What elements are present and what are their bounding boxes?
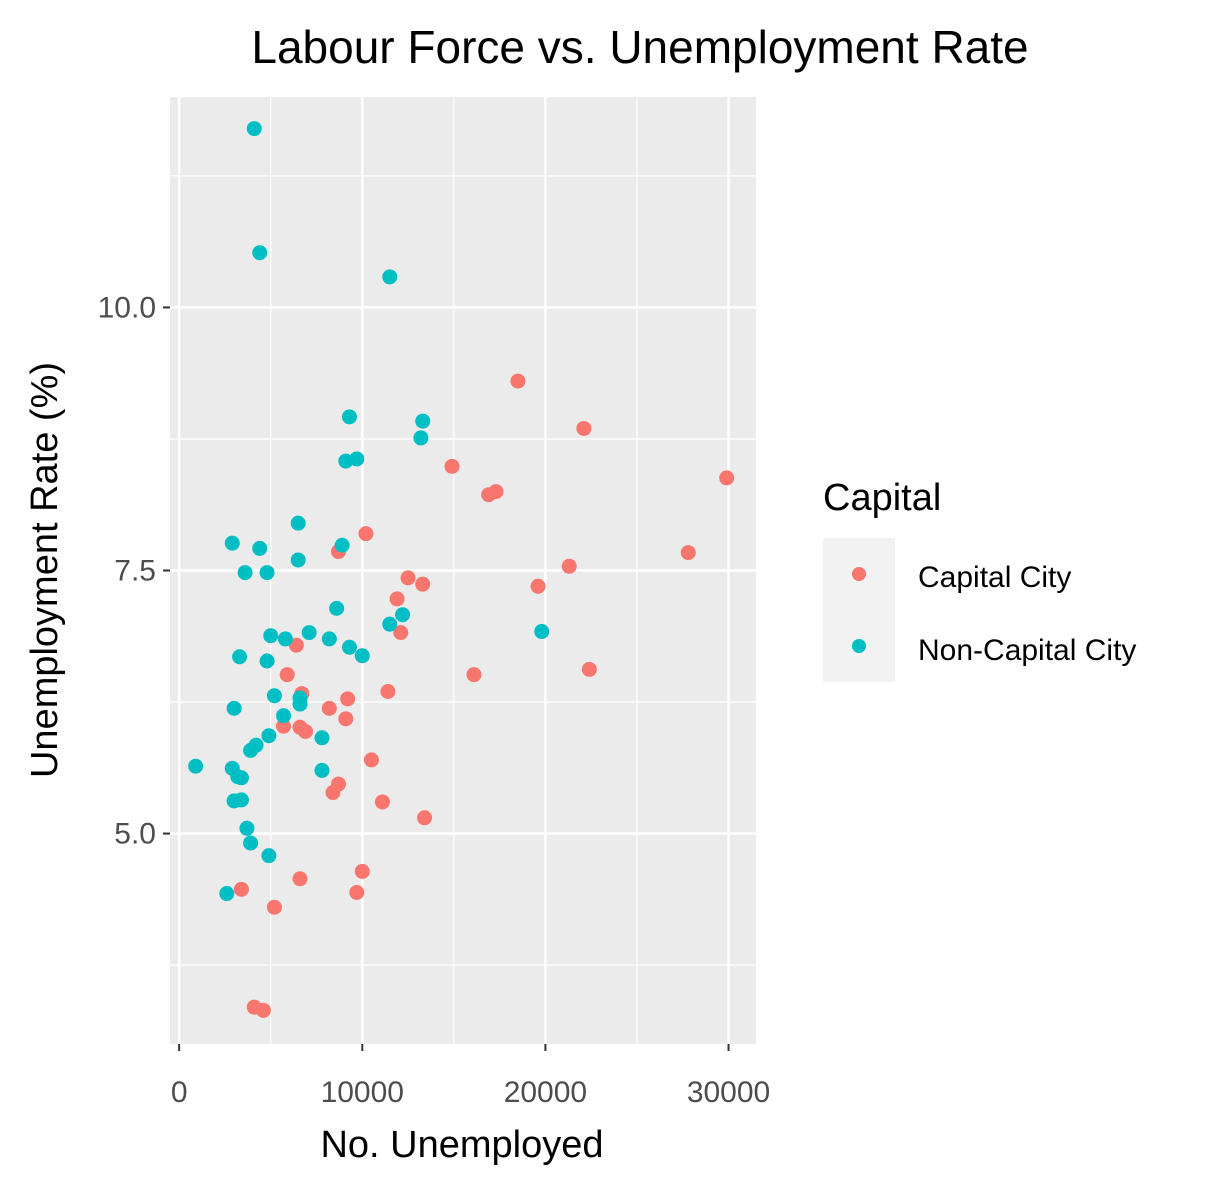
- data-point: [363, 752, 379, 768]
- y-axis-title: Unemployment Rate (%): [24, 362, 66, 778]
- data-point: [266, 899, 282, 915]
- data-point: [288, 637, 304, 653]
- data-point: [382, 269, 398, 285]
- data-point: [338, 711, 354, 727]
- data-point: [680, 545, 696, 561]
- x-tick-label: 0: [171, 1076, 188, 1109]
- data-point: [188, 758, 204, 774]
- data-point: [466, 667, 482, 683]
- y-axis-ticks: 5.0 7.5 10.0: [98, 291, 170, 851]
- data-point: [232, 649, 248, 665]
- x-axis-title: No. Unemployed: [320, 1124, 603, 1166]
- data-point: [246, 121, 262, 137]
- legend-title: Capital: [823, 477, 941, 519]
- data-point: [292, 696, 308, 712]
- data-point: [400, 570, 416, 586]
- data-point: [444, 458, 460, 474]
- x-tick-label: 10000: [321, 1076, 404, 1109]
- data-point: [233, 792, 249, 808]
- legend-label-non-capital-city: Non-Capital City: [918, 634, 1136, 667]
- data-point: [561, 558, 577, 574]
- data-point: [413, 430, 429, 446]
- data-point: [301, 625, 317, 641]
- data-point: [374, 794, 390, 810]
- data-point: [259, 565, 275, 581]
- data-point: [389, 591, 405, 607]
- data-point: [298, 723, 314, 739]
- data-point: [314, 730, 330, 746]
- data-point: [321, 631, 337, 647]
- major-gridlines: [170, 97, 756, 1044]
- data-point: [261, 848, 277, 864]
- data-point: [276, 718, 292, 734]
- data-point: [290, 552, 306, 568]
- data-point: [263, 628, 279, 644]
- x-tick-label: 30000: [687, 1076, 770, 1109]
- legend-key-non-capital-city: [852, 639, 866, 653]
- data-point: [243, 742, 259, 758]
- data-point: [259, 653, 275, 669]
- legend-key-background: [823, 538, 895, 682]
- data-point: [510, 373, 526, 389]
- data-point: [266, 688, 282, 704]
- data-point: [325, 785, 341, 801]
- data-point: [292, 871, 308, 887]
- y-tick-label: 5.0: [114, 818, 156, 851]
- legend-key-capital-city: [852, 567, 866, 581]
- data-point: [252, 540, 268, 556]
- data-points: [188, 121, 735, 1018]
- data-point: [224, 535, 240, 551]
- x-axis-ticks: 0 10000 20000 30000: [171, 1044, 770, 1109]
- data-point: [354, 648, 370, 664]
- data-point: [576, 420, 592, 436]
- data-point: [243, 835, 259, 851]
- data-point: [226, 700, 242, 716]
- y-tick-label: 10.0: [98, 291, 156, 324]
- data-point: [290, 515, 306, 531]
- data-point: [219, 886, 235, 902]
- data-point: [340, 691, 356, 707]
- data-point: [276, 708, 292, 724]
- data-point: [415, 576, 431, 592]
- data-point: [393, 625, 409, 641]
- data-point: [349, 451, 365, 467]
- data-point: [252, 245, 268, 261]
- data-point: [237, 565, 253, 581]
- data-point: [530, 578, 546, 594]
- data-point: [233, 881, 249, 897]
- data-point: [341, 639, 357, 655]
- data-point: [719, 470, 735, 486]
- data-point: [314, 762, 330, 778]
- legend-label-capital-city: Capital City: [918, 561, 1071, 594]
- legend: Capital Capital City Non-Capital City: [823, 477, 1136, 682]
- data-point: [417, 810, 433, 826]
- data-point: [279, 667, 295, 683]
- data-point: [395, 607, 411, 623]
- chart-title: Labour Force vs. Unemployment Rate: [251, 21, 1028, 73]
- data-point: [488, 484, 504, 500]
- data-point: [349, 884, 365, 900]
- data-point: [334, 537, 350, 553]
- data-point: [261, 728, 277, 744]
- data-point: [382, 616, 398, 632]
- data-point: [534, 624, 550, 640]
- data-point: [354, 863, 370, 879]
- data-point: [329, 600, 345, 616]
- data-point: [233, 770, 249, 786]
- data-point: [380, 684, 396, 700]
- data-point: [415, 413, 431, 429]
- y-tick-label: 7.5: [114, 555, 156, 588]
- data-point: [239, 820, 255, 836]
- x-tick-label: 20000: [504, 1076, 587, 1109]
- data-point: [341, 409, 357, 425]
- data-point: [581, 661, 597, 677]
- data-point: [255, 1002, 271, 1018]
- data-point: [321, 700, 337, 716]
- data-point: [358, 526, 374, 542]
- data-point: [277, 631, 293, 647]
